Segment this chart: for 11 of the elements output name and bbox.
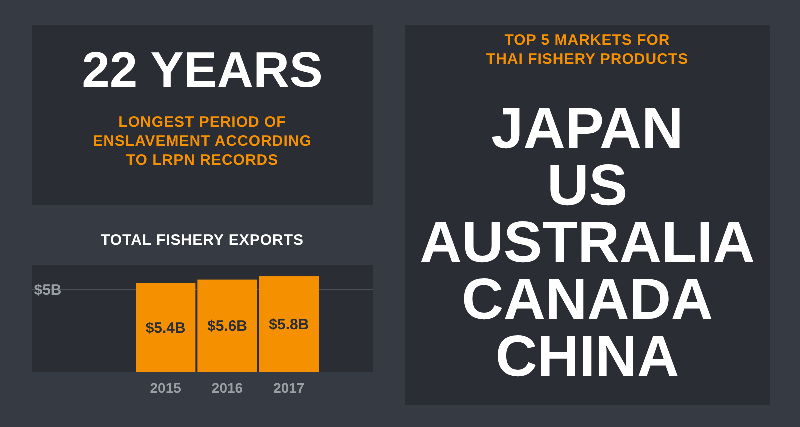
text: LONGEST PERIOD OF ENSLAVEMENT ACCORDING TO LRPN RECORDS <box>93 114 312 169</box>
data-label: $5.6B <box>207 318 248 336</box>
text: TOP 5 MARKETS FOR THAI FISHERY PRODUCTS <box>486 32 689 68</box>
y-tick-label: $5B <box>34 282 62 299</box>
x-tick-label: 2016 <box>212 380 244 396</box>
data-label: $5.4B <box>146 320 186 337</box>
data-label: $5.8B <box>269 316 310 334</box>
x-tick-label: 2017 <box>274 380 305 396</box>
chart-title: TOTAL FISHERY EXPORTS <box>100 232 304 249</box>
x-tick-label: 2015 <box>150 380 182 396</box>
text: 22 YEARS <box>82 42 323 98</box>
